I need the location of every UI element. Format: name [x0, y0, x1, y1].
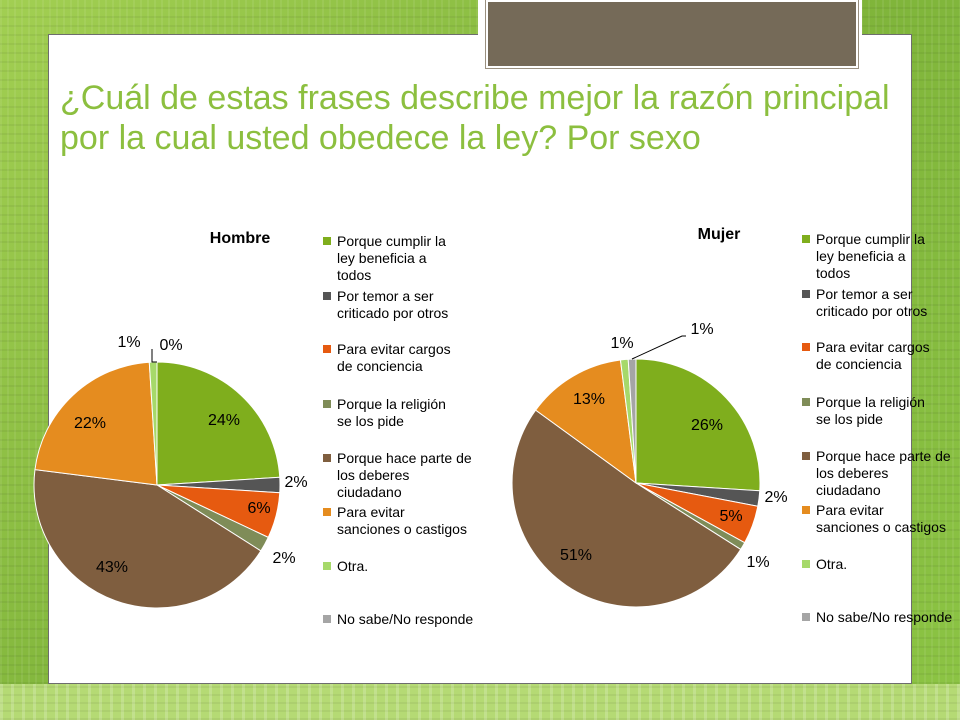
legend-entry: Por temor a ser criticado por otros [816, 286, 927, 319]
data-label: 13% [573, 391, 605, 408]
data-label: 1% [610, 335, 633, 352]
decorative-tab [478, 0, 862, 74]
data-label: 51% [560, 547, 592, 564]
legend-entry: Porque la religión se los pide [816, 394, 925, 427]
data-label: 26% [691, 417, 723, 434]
legend-swatch [323, 237, 331, 245]
legend-swatch [802, 613, 810, 621]
legend-swatch [323, 345, 331, 353]
legend-swatch [323, 615, 331, 623]
legend-swatch [802, 398, 810, 406]
data-label: 2% [284, 474, 307, 491]
data-label: 2% [272, 550, 295, 567]
legend-swatch [802, 290, 810, 298]
legend-swatch [802, 235, 810, 243]
data-label: 1% [117, 334, 140, 351]
leader-line [631, 335, 686, 360]
legend-entry: Para evitar sanciones o castigos [337, 504, 467, 537]
pie-slice [156, 361, 281, 486]
legend-swatch [802, 560, 810, 568]
legend-entry: Para evitar cargos de conciencia [816, 339, 930, 372]
legend-swatch [323, 400, 331, 408]
data-label: 6% [247, 500, 270, 517]
legend-entry: No sabe/No responde [337, 611, 473, 627]
legend-entry: Porque cumplir la ley beneficia a todos [337, 233, 446, 283]
data-label: 1% [690, 321, 713, 338]
data-label: 43% [96, 559, 128, 576]
data-label: 5% [719, 508, 742, 525]
data-label: 22% [74, 415, 106, 432]
legend-entry: Otra. [816, 556, 847, 572]
legend-swatch [802, 452, 810, 460]
pie-slice [534, 359, 637, 485]
background-strip [0, 684, 960, 720]
pie-slice [34, 361, 158, 486]
legend-entry: No sabe/No responde [816, 609, 952, 625]
legend-entry: Porque hace parte de los deberes ciudadano [337, 450, 472, 500]
legend-entry: Para evitar sanciones o castigos [816, 502, 946, 535]
pie-slice [635, 358, 761, 492]
legend-entry: Otra. [337, 558, 368, 574]
legend-entry: Porque hace parte de los deberes ciudadano [816, 448, 951, 498]
pie-slice [33, 469, 262, 609]
legend-entry: Para evitar cargos de conciencia [337, 341, 451, 374]
legend-swatch [323, 454, 331, 462]
pie-chart-mujer: Mujer 26% 2% 5% 1% 51% 13% 1% 1% Porque cumplir l… [511, 226, 952, 625]
legend-swatch [323, 508, 331, 516]
legend-swatch [802, 343, 810, 351]
leader-line [151, 349, 157, 363]
legend-entry: Porque la religión se los pide [337, 396, 446, 429]
chart-title: Hombre [210, 230, 271, 247]
legend-entry: Por temor a ser criticado por otros [337, 288, 448, 321]
decorative-tab-panel [485, 0, 859, 69]
data-label: 0% [159, 337, 182, 354]
chart-title: Mujer [698, 226, 741, 243]
slide-title: ¿Cuál de estas frases describe mejor la … [60, 79, 890, 157]
pie-slice [511, 409, 742, 608]
legend-swatch [323, 292, 331, 300]
legend-swatch [323, 562, 331, 570]
legend-swatch [802, 506, 810, 514]
legend-entry: Porque cumplir la ley beneficia a todos [816, 231, 925, 281]
data-label: 2% [764, 489, 787, 506]
data-label: 1% [746, 554, 769, 571]
pie-chart-hombre: Hombre 24% 2% 6% 2% 43% 22% 1% 0% Porque cumplir … [33, 230, 473, 627]
data-label: 24% [208, 412, 240, 429]
